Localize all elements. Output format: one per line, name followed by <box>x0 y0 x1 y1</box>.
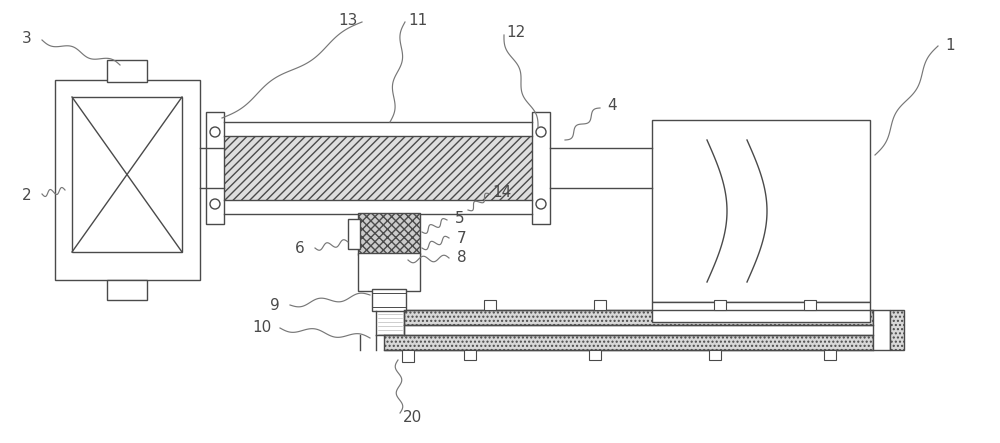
Bar <box>55 80 200 280</box>
Bar <box>404 310 873 325</box>
Circle shape <box>536 199 546 209</box>
Bar <box>589 350 601 360</box>
Text: 7: 7 <box>457 230 467 245</box>
Text: 2: 2 <box>22 187 32 202</box>
Bar <box>873 310 890 350</box>
Bar <box>804 300 816 310</box>
Bar <box>652 120 870 302</box>
Bar <box>464 350 476 360</box>
Bar <box>72 97 182 252</box>
Text: 14: 14 <box>492 184 512 199</box>
Bar <box>107 60 147 82</box>
Text: 9: 9 <box>270 298 280 312</box>
Bar <box>224 136 532 200</box>
Bar <box>107 280 147 300</box>
Text: 11: 11 <box>408 12 428 27</box>
Bar <box>652 302 870 322</box>
Bar <box>358 253 420 291</box>
Text: 8: 8 <box>457 250 467 265</box>
Bar <box>372 289 406 311</box>
Bar <box>348 219 360 249</box>
Text: 13: 13 <box>338 12 358 27</box>
Bar <box>206 112 224 224</box>
Bar <box>402 350 414 362</box>
Bar <box>824 350 836 360</box>
Circle shape <box>536 127 546 137</box>
Bar <box>594 300 606 310</box>
Text: 20: 20 <box>402 411 422 425</box>
Circle shape <box>210 127 220 137</box>
Bar <box>532 112 550 224</box>
Bar <box>709 350 721 360</box>
Text: 10: 10 <box>252 320 272 335</box>
Text: 5: 5 <box>455 210 465 225</box>
Text: 12: 12 <box>506 24 526 39</box>
Bar <box>358 213 420 255</box>
Text: 4: 4 <box>607 97 617 113</box>
Circle shape <box>210 199 220 209</box>
Text: 6: 6 <box>295 241 305 256</box>
Bar <box>714 300 726 310</box>
Text: 3: 3 <box>22 31 32 46</box>
Text: 1: 1 <box>945 38 955 53</box>
Bar <box>890 310 904 350</box>
Bar <box>384 335 873 350</box>
Bar <box>484 300 496 310</box>
